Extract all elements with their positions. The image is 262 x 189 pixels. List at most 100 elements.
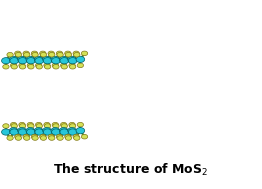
Circle shape bbox=[9, 128, 18, 134]
Circle shape bbox=[77, 122, 84, 127]
Circle shape bbox=[31, 51, 38, 56]
Circle shape bbox=[68, 58, 77, 64]
Circle shape bbox=[57, 52, 63, 57]
Circle shape bbox=[24, 52, 30, 57]
Circle shape bbox=[31, 134, 38, 139]
Circle shape bbox=[81, 134, 88, 139]
Circle shape bbox=[43, 129, 52, 135]
Circle shape bbox=[19, 64, 26, 69]
Circle shape bbox=[32, 52, 38, 57]
Circle shape bbox=[2, 58, 10, 64]
Circle shape bbox=[40, 52, 47, 57]
Circle shape bbox=[34, 128, 43, 134]
Circle shape bbox=[60, 58, 69, 64]
Circle shape bbox=[65, 136, 72, 140]
Circle shape bbox=[7, 52, 13, 57]
Circle shape bbox=[68, 128, 76, 134]
Circle shape bbox=[19, 63, 25, 68]
Circle shape bbox=[40, 51, 46, 56]
Circle shape bbox=[76, 128, 85, 134]
Circle shape bbox=[65, 52, 72, 57]
Circle shape bbox=[48, 134, 54, 139]
Circle shape bbox=[18, 129, 27, 135]
Circle shape bbox=[44, 63, 50, 68]
Circle shape bbox=[15, 136, 21, 140]
Circle shape bbox=[77, 63, 84, 68]
Circle shape bbox=[56, 134, 63, 139]
Circle shape bbox=[52, 122, 58, 127]
Circle shape bbox=[10, 63, 17, 68]
Circle shape bbox=[18, 58, 27, 64]
Circle shape bbox=[51, 128, 60, 134]
Circle shape bbox=[18, 128, 26, 134]
Circle shape bbox=[7, 136, 13, 140]
Circle shape bbox=[26, 129, 35, 135]
Circle shape bbox=[43, 56, 51, 63]
Circle shape bbox=[69, 63, 75, 68]
Circle shape bbox=[60, 129, 69, 135]
Circle shape bbox=[74, 52, 80, 57]
Circle shape bbox=[10, 129, 19, 135]
Circle shape bbox=[35, 58, 43, 64]
Circle shape bbox=[52, 129, 60, 135]
Circle shape bbox=[81, 51, 88, 56]
Circle shape bbox=[61, 64, 67, 69]
Circle shape bbox=[76, 56, 85, 63]
Circle shape bbox=[53, 124, 59, 128]
Circle shape bbox=[28, 124, 34, 128]
Circle shape bbox=[15, 52, 21, 57]
Circle shape bbox=[73, 134, 79, 139]
Circle shape bbox=[65, 134, 71, 139]
Circle shape bbox=[34, 56, 43, 63]
Circle shape bbox=[61, 122, 67, 127]
Circle shape bbox=[32, 136, 38, 140]
Circle shape bbox=[74, 136, 80, 140]
Circle shape bbox=[3, 124, 9, 128]
Circle shape bbox=[26, 128, 35, 134]
Circle shape bbox=[56, 51, 63, 56]
Circle shape bbox=[65, 51, 71, 56]
Circle shape bbox=[26, 58, 35, 64]
Circle shape bbox=[35, 63, 42, 68]
Circle shape bbox=[53, 64, 59, 69]
Circle shape bbox=[52, 58, 60, 64]
Text: The structure of MoS$_2$: The structure of MoS$_2$ bbox=[53, 162, 209, 178]
Circle shape bbox=[68, 129, 77, 135]
Circle shape bbox=[48, 51, 54, 56]
Circle shape bbox=[59, 56, 68, 63]
Circle shape bbox=[68, 56, 76, 63]
Circle shape bbox=[69, 124, 76, 128]
Circle shape bbox=[61, 124, 67, 128]
Circle shape bbox=[19, 124, 26, 128]
Circle shape bbox=[43, 58, 52, 64]
Circle shape bbox=[10, 58, 19, 64]
Circle shape bbox=[69, 64, 76, 69]
Circle shape bbox=[45, 64, 51, 69]
Circle shape bbox=[35, 129, 43, 135]
Circle shape bbox=[11, 64, 17, 69]
Circle shape bbox=[40, 136, 47, 140]
Circle shape bbox=[36, 124, 42, 128]
Circle shape bbox=[73, 51, 79, 56]
Circle shape bbox=[36, 64, 42, 69]
Circle shape bbox=[24, 136, 30, 140]
Circle shape bbox=[27, 63, 34, 68]
Circle shape bbox=[35, 122, 42, 127]
Circle shape bbox=[28, 64, 34, 69]
Circle shape bbox=[19, 122, 25, 127]
Circle shape bbox=[10, 122, 17, 127]
Circle shape bbox=[51, 56, 60, 63]
Circle shape bbox=[15, 134, 21, 139]
Circle shape bbox=[49, 136, 55, 140]
Circle shape bbox=[23, 134, 29, 139]
Circle shape bbox=[57, 136, 63, 140]
Circle shape bbox=[27, 122, 34, 127]
Circle shape bbox=[3, 64, 9, 69]
Circle shape bbox=[61, 63, 67, 68]
Circle shape bbox=[43, 128, 51, 134]
Circle shape bbox=[45, 124, 51, 128]
Circle shape bbox=[26, 56, 35, 63]
Circle shape bbox=[52, 63, 58, 68]
Circle shape bbox=[44, 122, 50, 127]
Circle shape bbox=[40, 134, 46, 139]
